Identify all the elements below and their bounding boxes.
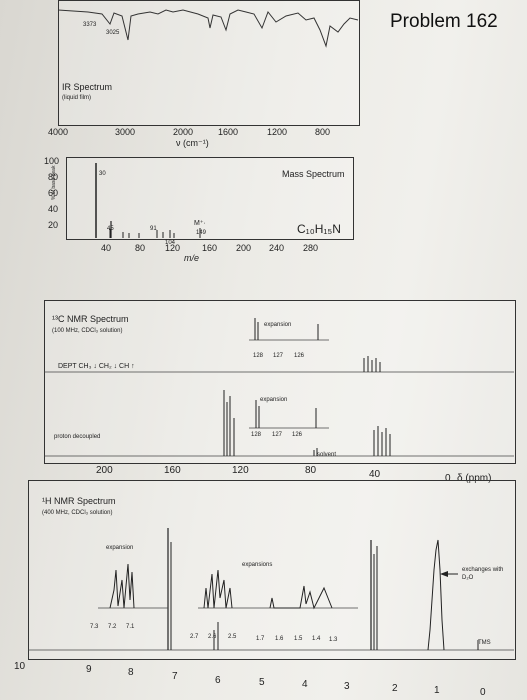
hnmr-x-tick-8: 8 <box>128 667 134 678</box>
mass-peak-label-45: 45 <box>107 226 114 232</box>
ir-x-tick-800: 800 <box>315 127 331 137</box>
mass-y-tick-40: 40 <box>48 204 59 214</box>
hnmr-x-tick-6: 6 <box>215 675 221 686</box>
cnmr-expansion-tick-lower-126: 126 <box>292 432 303 438</box>
mass-label: Mass Spectrum <box>282 169 345 179</box>
mass-x-tick-40: 40 <box>101 243 112 253</box>
problem-title: Problem 162 <box>390 11 498 32</box>
hnmr-exp-tick-1.7: 1.7 <box>256 636 265 642</box>
ir-sublabel: (liquid film) <box>62 95 92 101</box>
hnmr-x-tick-3: 3 <box>344 681 350 692</box>
mass-peaks <box>95 163 201 238</box>
ir-x-tick-2000: 2000 <box>173 127 194 137</box>
cnmr-expansion-tick-lower-127: 127 <box>272 432 283 438</box>
cnmr-expansion-label-upper: expansion <box>264 322 292 328</box>
hnmr-x-tick-1: 1 <box>434 685 440 696</box>
hnmr-expansion-label: expansion <box>106 545 134 551</box>
ir-x-tick-1200: 1200 <box>267 127 288 137</box>
ir-trace <box>57 9 359 48</box>
cnmr-x-axis-label: δ (ppm) <box>457 473 492 484</box>
mass-y-tick-20: 20 <box>48 220 59 230</box>
ir-peak-label-1: 3373 <box>83 22 97 28</box>
mass-molecular-ion-label: M⁺· <box>194 220 206 227</box>
hnmr-exp-tick-2.6: 2.6 <box>208 634 217 640</box>
hnmr-exp-tick-7.3: 7.3 <box>90 624 99 630</box>
cnmr-expansion-tick-lower-128: 128 <box>251 432 262 438</box>
cnmr-proton-decoupled-label: proton decoupled <box>54 434 101 440</box>
hnmr-label: ¹H NMR Spectrum <box>42 496 116 506</box>
mass-x-tick-280: 280 <box>303 243 319 253</box>
hnmr-traces <box>28 528 514 651</box>
mass-peak-label-104: 104 <box>165 240 176 246</box>
cnmr-solvent-label: solvent <box>317 452 337 458</box>
hnmr-tms-label: TMS <box>478 640 491 646</box>
hnmr-x-tick-4: 4 <box>302 679 308 690</box>
cnmr-expansion-tick-upper-127: 127 <box>273 353 284 359</box>
mass-molecular-ion-mass: 149 <box>196 230 207 236</box>
cnmr-x-tick-40: 40 <box>369 469 381 480</box>
cnmr-x-tick-120: 120 <box>232 465 249 476</box>
hnmr-exp-tick-1.4: 1.4 <box>312 636 321 642</box>
hnmr-x-tick-10: 10 <box>14 661 26 672</box>
hnmr-x-tick-0: 0 <box>480 687 486 698</box>
mass-x-tick-240: 240 <box>269 243 285 253</box>
mass-peak-label-30: 30 <box>99 171 106 177</box>
cnmr-expansion-label-lower: expansion <box>260 397 288 403</box>
mass-peak-label-91: 91 <box>150 226 157 232</box>
cnmr-x-tick-80: 80 <box>305 465 317 476</box>
hnmr-sublabel: (400 MHz, CDCl₃ solution) <box>42 510 113 516</box>
hnmr-exp-tick-2.7: 2.7 <box>190 634 199 640</box>
hnmr-exp-tick-7.1: 7.1 <box>126 624 135 630</box>
cnmr-spectrum-panel <box>44 300 516 464</box>
mass-formula: C₁₀H₁₅N <box>297 222 341 236</box>
cnmr-sublabel: (100 MHz, CDCl₃ solution) <box>52 328 123 334</box>
ir-label: IR Spectrum <box>62 82 113 92</box>
hnmr-exchange-label: exchanges with D₂O <box>462 567 504 581</box>
mass-x-tick-120: 120 <box>165 243 181 253</box>
hnmr-x-tick-2: 2 <box>392 683 398 694</box>
hnmr-exp-tick-1.5: 1.5 <box>294 636 303 642</box>
hnmr-x-tick-7: 7 <box>172 671 178 682</box>
mass-y-tick-60: 60 <box>48 188 59 198</box>
mass-y-tick-100: 100 <box>44 156 60 166</box>
mass-x-tick-80: 80 <box>135 243 146 253</box>
hnmr-expansions-label: expansions <box>242 562 273 568</box>
cnmr-dept-label: DEPT CH₃ ↓ CH₂ ↓ CH ↑ <box>58 363 135 370</box>
hnmr-x-tick-5: 5 <box>259 677 265 688</box>
hnmr-exp-tick-7.2: 7.2 <box>108 624 117 630</box>
ir-x-tick-1600: 1600 <box>218 127 239 137</box>
mass-x-tick-200: 200 <box>236 243 252 253</box>
mass-x-tick-160: 160 <box>202 243 218 253</box>
hnmr-exp-tick-1.6: 1.6 <box>275 636 284 642</box>
ir-x-tick-4000: 4000 <box>48 127 69 137</box>
cnmr-x-tick-160: 160 <box>164 465 181 476</box>
cnmr-x-tick-0: 0 <box>445 473 451 484</box>
cnmr-expansion-tick-upper-126: 126 <box>294 353 305 359</box>
hnmr-x-tick-9: 9 <box>86 664 92 675</box>
mass-spectrum-panel <box>66 157 354 240</box>
ir-peak-label-2: 3025 <box>106 30 120 36</box>
hnmr-exp-tick-2.5: 2.5 <box>228 634 237 640</box>
mass-y-tick-80: 80 <box>48 172 59 182</box>
hnmr-spectrum-panel <box>28 480 516 660</box>
cnmr-label: ¹³C NMR Spectrum <box>52 314 129 324</box>
ir-x-tick-3000: 3000 <box>115 127 136 137</box>
hnmr-exp-tick-1.3: 1.3 <box>329 637 338 643</box>
cnmr-traces <box>44 318 514 457</box>
mass-x-axis-label: m/e <box>184 253 200 263</box>
cnmr-x-tick-200: 200 <box>96 465 113 476</box>
cnmr-expansion-tick-upper-128: 128 <box>253 353 264 359</box>
ir-x-axis-label: ν (cm⁻¹) <box>176 138 209 148</box>
